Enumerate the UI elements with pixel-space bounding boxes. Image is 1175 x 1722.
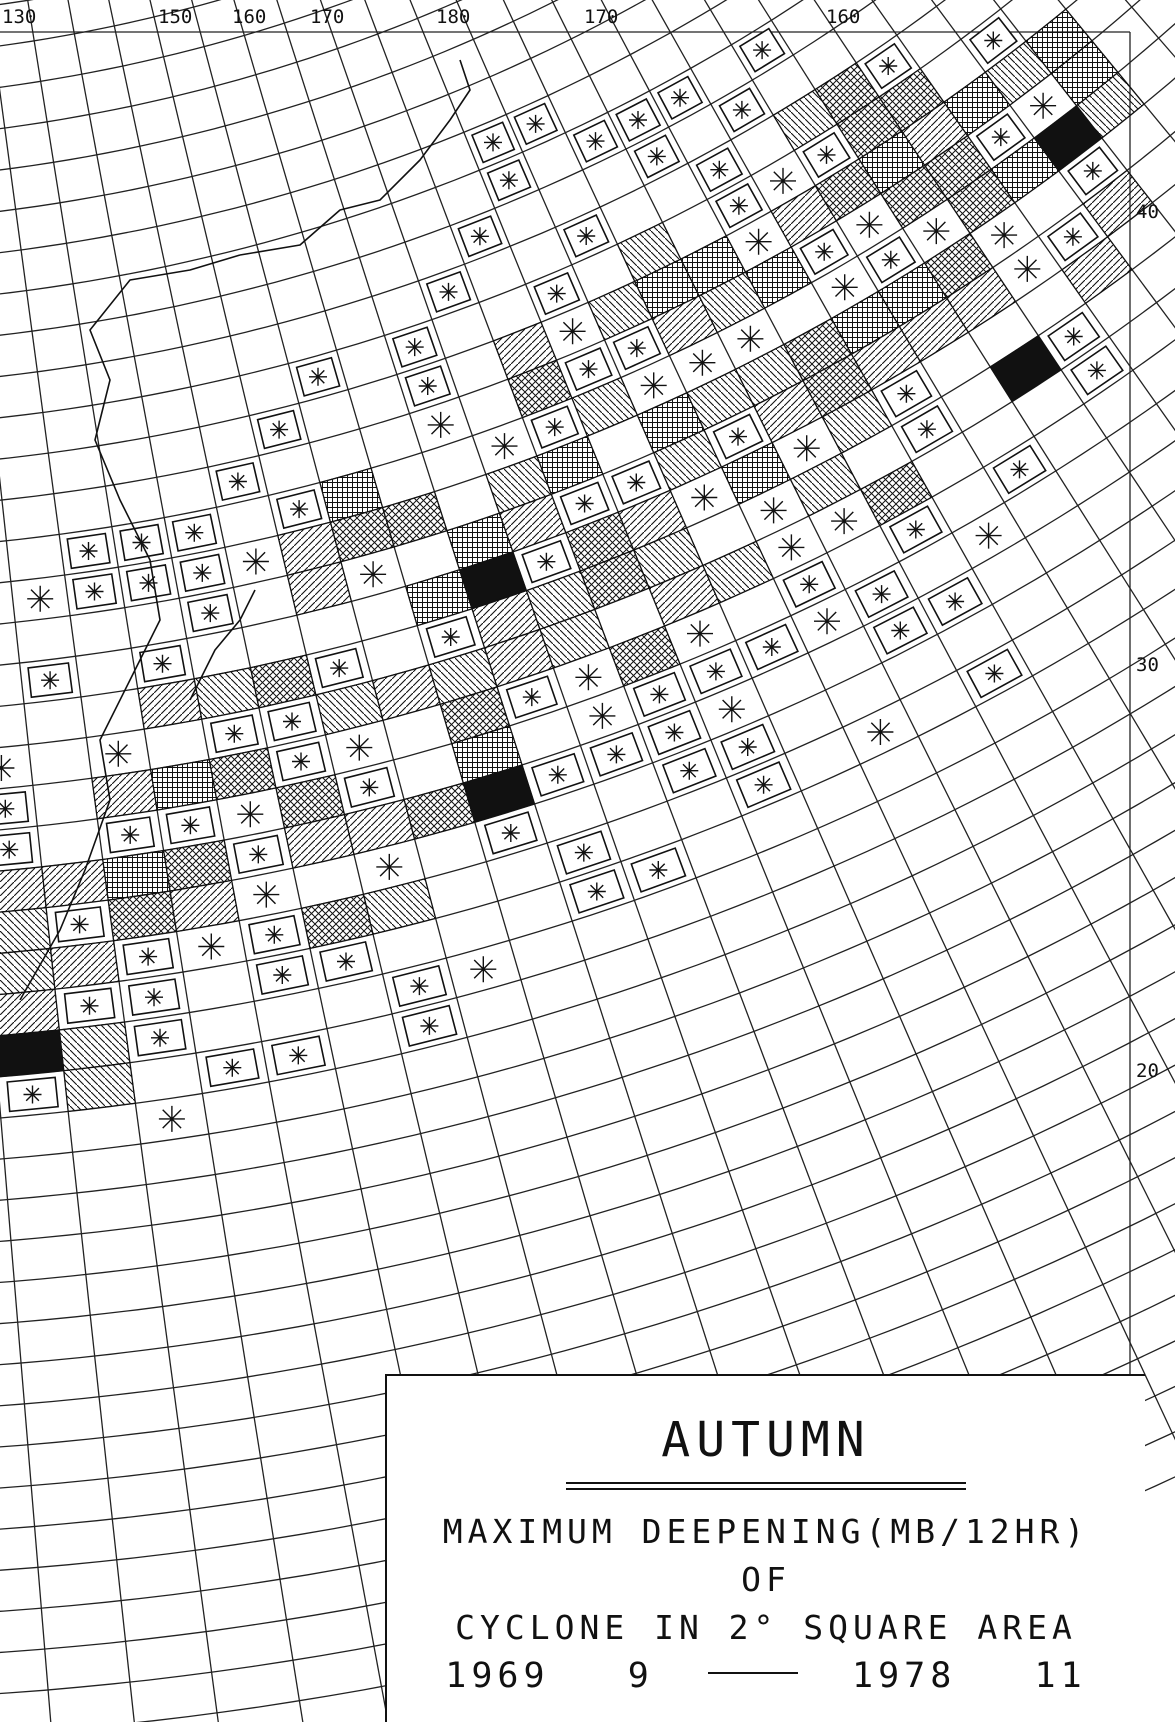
- period-line: 1969 9 1978 11: [387, 1656, 1145, 1696]
- period-end-month: 11: [1034, 1656, 1087, 1696]
- legend-box: AUTUMN MAXIMUM DEEPENING(MB/12HR) OF CYC…: [385, 1374, 1145, 1722]
- longitude-label: 130: [2, 6, 36, 28]
- latitude-label: 20: [1136, 1060, 1159, 1082]
- longitude-label: 160: [232, 6, 266, 28]
- title-double-rule: [566, 1482, 966, 1490]
- longitude-label: 170: [310, 6, 344, 28]
- season-title: AUTUMN: [661, 1412, 871, 1468]
- map-title-line: MAXIMUM DEEPENING(MB/12HR): [442, 1512, 1090, 1551]
- longitude-label: 170: [584, 6, 618, 28]
- period-start-year: 1969: [445, 1656, 550, 1696]
- period-end-year: 1978: [852, 1656, 957, 1696]
- deepening-cells: [0, 8, 1154, 1132]
- latitude-label: 40: [1136, 201, 1159, 223]
- period-separator: [707, 1672, 798, 1674]
- longitude-label: 150: [158, 6, 192, 28]
- map-title-line: CYCLONE IN 2° SQUARE AREA: [455, 1608, 1077, 1647]
- period-start-month: 9: [627, 1656, 654, 1696]
- longitude-label: 160: [826, 6, 860, 28]
- longitude-label: 180: [436, 6, 470, 28]
- map-title-line: OF: [741, 1560, 791, 1599]
- latitude-label: 30: [1136, 654, 1159, 676]
- coastline: [19, 59, 471, 1001]
- axis-labels: 130 150 160 170 180 170 160 40 30 20: [2, 6, 1159, 1082]
